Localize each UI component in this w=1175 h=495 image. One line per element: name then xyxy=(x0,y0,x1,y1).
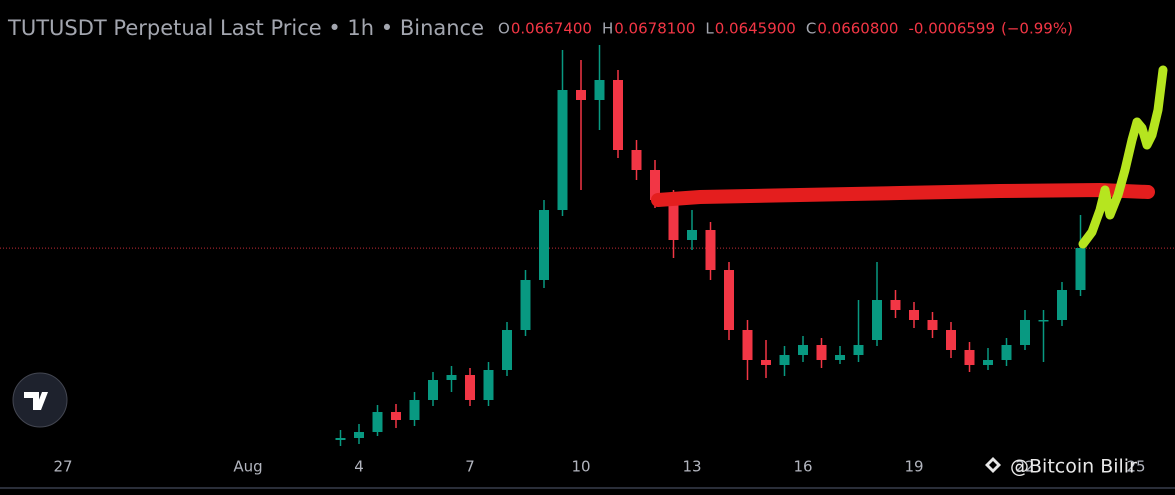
plot-area: 27 Aug 4 7 10 13 16 19 22 25 xyxy=(0,45,1175,476)
candle-body xyxy=(705,230,716,270)
x-tick-label: 19 xyxy=(904,458,923,476)
change-percent: (−0.99%) xyxy=(1001,20,1073,38)
candle-body xyxy=(1001,345,1012,360)
x-tick-label: Aug xyxy=(233,458,262,476)
candle-body xyxy=(613,80,623,150)
candle-body xyxy=(428,380,438,400)
change-value: -0.0006599 xyxy=(908,20,995,38)
candle-body xyxy=(872,300,882,340)
ohlc-value: 0.0645900 xyxy=(715,20,796,38)
candle-body xyxy=(502,330,512,370)
chart-title: TUTUSDT Perpetual Last Price • 1h • Bina… xyxy=(7,16,484,40)
candle-body xyxy=(668,200,679,240)
candle-body xyxy=(483,370,494,400)
candle-body xyxy=(724,270,734,330)
candle-body xyxy=(761,360,771,365)
candle-body xyxy=(1020,320,1030,345)
candle-body xyxy=(835,355,845,360)
candle-body xyxy=(890,300,901,310)
watermark-text: @Bitcoin Bilir xyxy=(1010,456,1137,478)
candle-body xyxy=(742,330,753,360)
tv-logo xyxy=(12,372,68,428)
watermark-icon xyxy=(985,457,1001,473)
header: TUTUSDT Perpetual Last Price • 1h • Bina… xyxy=(7,16,1073,40)
ohlc-value: 0.0667400 xyxy=(511,20,592,38)
ohlc-key: C xyxy=(806,20,816,38)
x-tick-label: 10 xyxy=(571,458,590,476)
ohlc-key: L xyxy=(705,20,714,38)
ohlc-key: H xyxy=(602,20,613,38)
drawn-resistance-line xyxy=(651,182,1155,207)
candle-body xyxy=(779,355,790,365)
ohlc-value: 0.0660800 xyxy=(817,20,898,38)
x-tick-label: 27 xyxy=(53,458,72,476)
candle-body xyxy=(576,90,586,100)
candle-body xyxy=(372,412,383,432)
candle-body xyxy=(465,375,475,400)
x-tick-label: 13 xyxy=(682,458,701,476)
x-tick-label: 7 xyxy=(465,458,475,476)
candle-body xyxy=(391,412,401,420)
candle-body xyxy=(927,320,938,330)
x-tick-label: 16 xyxy=(793,458,812,476)
candle-body xyxy=(853,345,864,355)
candle-body xyxy=(687,230,697,240)
candle-body xyxy=(557,90,568,210)
candle-body xyxy=(946,330,956,350)
candle-body xyxy=(816,345,827,360)
watermark: @Bitcoin Bilir xyxy=(985,456,1137,478)
drawn-projection xyxy=(1078,65,1168,249)
candle-body xyxy=(964,350,975,365)
candle-body xyxy=(1075,248,1086,290)
candle-body xyxy=(983,360,993,365)
candle-body xyxy=(650,170,660,200)
candle-body xyxy=(1057,290,1067,320)
candle-body xyxy=(354,432,364,438)
logo-mark xyxy=(24,392,48,410)
ohlc-key: O xyxy=(498,20,510,38)
candle-body xyxy=(909,310,919,320)
candle-body xyxy=(631,150,642,170)
candle-body xyxy=(409,400,420,420)
candle-body xyxy=(520,280,531,330)
x-tick-label: 4 xyxy=(354,458,364,476)
ohlc-value: 0.0678100 xyxy=(614,20,695,38)
candle-body xyxy=(798,345,808,355)
candle-body xyxy=(335,438,346,440)
candle-body xyxy=(1038,320,1049,322)
x-tick-label: 25 xyxy=(1126,458,1145,476)
candle-body xyxy=(594,80,605,100)
x-tick-label: 22 xyxy=(1015,458,1034,476)
candle-body xyxy=(539,210,549,280)
candle-body xyxy=(446,375,457,380)
